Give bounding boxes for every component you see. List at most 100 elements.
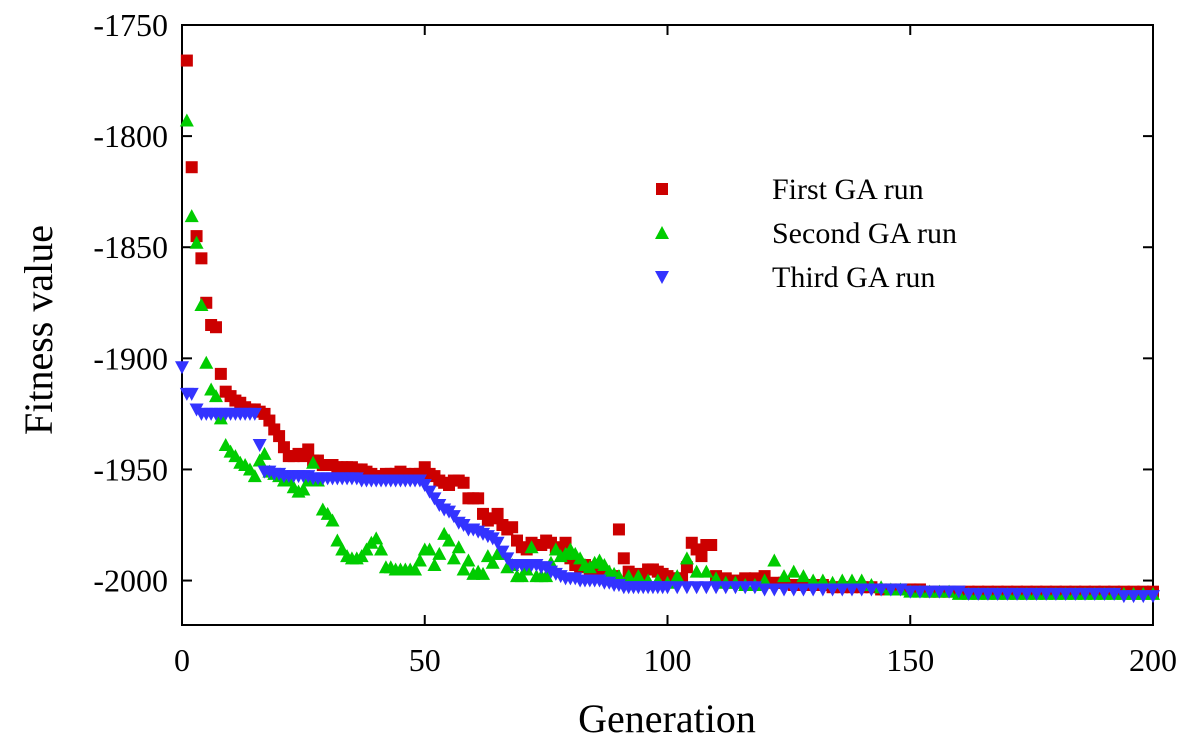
data-point (699, 564, 714, 578)
data-point (432, 546, 447, 560)
data-point (209, 321, 222, 334)
data-point (705, 539, 718, 551)
data-point (252, 453, 267, 467)
data-point (971, 587, 986, 601)
data-point (825, 583, 840, 597)
data-point (369, 531, 384, 545)
x-tick-label: 150 (886, 642, 934, 678)
data-point (777, 569, 792, 583)
data-point (208, 389, 223, 403)
data-point (611, 569, 626, 583)
data-point (359, 542, 374, 556)
data-point (621, 569, 636, 583)
data-point (451, 540, 466, 554)
data-point (524, 540, 539, 554)
data-point (757, 583, 772, 597)
data-point (796, 583, 811, 597)
data-point (903, 585, 918, 599)
data-point (874, 583, 889, 597)
data-point (883, 583, 898, 597)
data-point (422, 542, 437, 556)
data-point (912, 585, 927, 599)
data-point (446, 510, 461, 524)
data-point (514, 569, 529, 583)
data-point (961, 587, 976, 601)
data-point (699, 581, 714, 595)
data-point (417, 479, 432, 492)
data-point (689, 581, 704, 595)
x-tick-label: 200 (1129, 642, 1177, 678)
series-third-ga-run (175, 361, 1160, 604)
data-point (757, 573, 772, 587)
data-point (199, 355, 214, 369)
data-point (214, 367, 227, 380)
data-point (660, 581, 675, 595)
legend-marker-icon (655, 271, 669, 284)
series-layer (175, 54, 1160, 604)
data-point (408, 562, 423, 576)
data-point (495, 545, 510, 559)
y-tick-label: -1850 (93, 229, 168, 265)
data-point (617, 552, 630, 565)
data-point (670, 569, 685, 583)
y-tick-label: -2000 (93, 563, 168, 599)
data-point (457, 476, 470, 489)
data-point (980, 587, 995, 601)
data-point (252, 439, 267, 452)
data-point (815, 583, 830, 597)
data-point (844, 573, 859, 587)
data-point (786, 583, 801, 597)
data-point (679, 551, 694, 565)
data-point (922, 585, 937, 599)
data-point (864, 583, 879, 597)
legend-marker-icon (655, 226, 669, 239)
data-point (559, 536, 572, 549)
data-point (695, 550, 708, 563)
data-point (709, 571, 724, 585)
data-point (1010, 587, 1025, 601)
data-point (767, 553, 782, 567)
x-axis-label: Generation (578, 696, 756, 741)
data-point (485, 555, 500, 569)
legend-marker-second-ga-run (655, 226, 669, 239)
plot-area (181, 24, 1154, 626)
data-point (500, 552, 515, 566)
data-point (767, 583, 782, 597)
data-point (442, 533, 457, 547)
data-point (612, 523, 625, 536)
data-point (1068, 587, 1083, 601)
data-point (806, 573, 821, 587)
x-tick-label: 0 (174, 642, 190, 678)
data-point (247, 407, 262, 421)
data-point (461, 553, 476, 567)
data-point (184, 209, 199, 223)
data-point (456, 562, 471, 576)
data-point (806, 583, 821, 597)
data-point (835, 573, 850, 587)
y-tick-label: -1750 (93, 7, 168, 43)
data-point (1146, 590, 1160, 604)
data-point (689, 564, 704, 578)
data-point (1087, 587, 1102, 601)
data-point (718, 581, 733, 595)
legend-marker-icon (656, 183, 668, 195)
data-point (184, 387, 199, 401)
data-point (854, 583, 869, 597)
data-point (306, 455, 321, 469)
legend-label-second-ga-run: Second GA run (772, 217, 957, 250)
data-point (185, 161, 198, 174)
data-point (257, 446, 272, 460)
data-point (302, 443, 315, 456)
data-point (354, 549, 369, 563)
data-point (1048, 587, 1063, 601)
data-point (777, 583, 792, 597)
data-point (728, 581, 743, 595)
legend-label-first-ga-run: First GA run (772, 173, 924, 206)
data-point (709, 581, 724, 595)
legend-marker-third-ga-run (655, 271, 669, 284)
data-point (942, 585, 957, 599)
data-point (990, 587, 1005, 601)
data-point (330, 533, 345, 547)
y-tick-label: -1800 (93, 118, 168, 154)
